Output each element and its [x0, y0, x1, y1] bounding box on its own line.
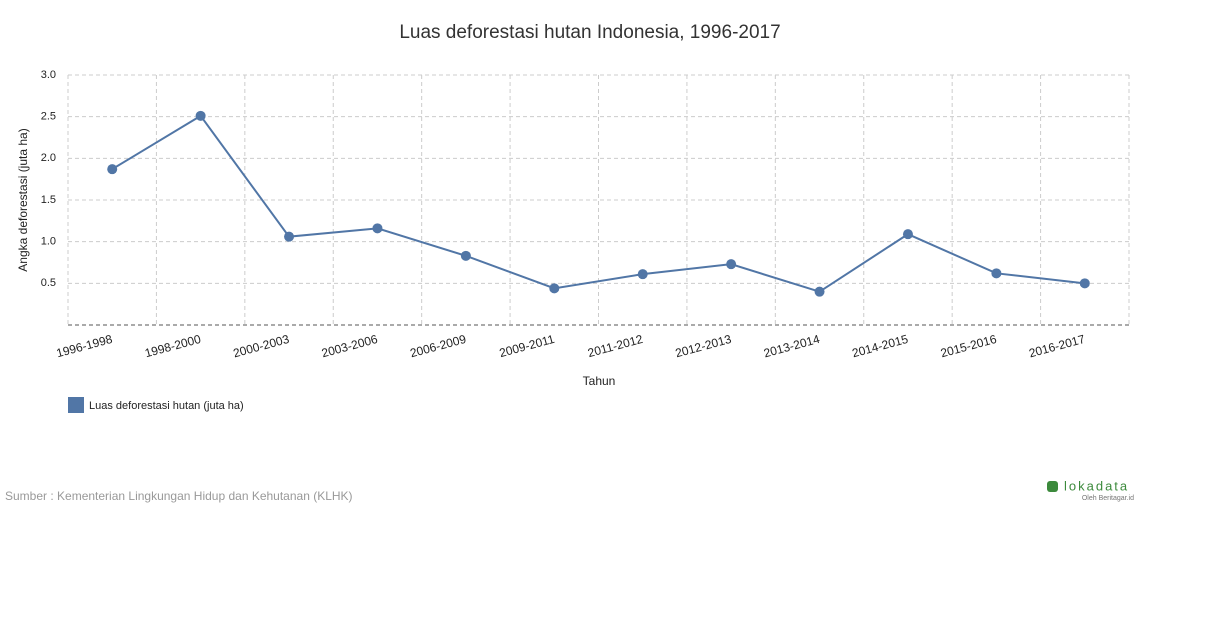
y-tick-label: 1.0	[41, 236, 56, 248]
marker	[372, 223, 383, 234]
legend-swatch	[68, 397, 84, 413]
chart-title: Luas deforestasi hutan Indonesia, 1996-2…	[399, 22, 780, 43]
marker	[1079, 278, 1090, 289]
y-tick-label: 0.5	[41, 277, 56, 289]
marker	[637, 269, 648, 280]
brand-sub: Oleh Beritagar.id	[1082, 495, 1134, 502]
y-tick-label: 1.5	[41, 194, 56, 206]
y-tick-label: 3.0	[41, 69, 56, 81]
marker	[107, 164, 118, 175]
brand-icon	[1047, 481, 1058, 492]
y-tick-label: 2.0	[41, 152, 56, 164]
marker	[814, 286, 825, 297]
marker	[902, 229, 913, 240]
marker	[726, 259, 737, 270]
marker	[460, 250, 471, 261]
legend-label: Luas deforestasi hutan (juta ha)	[89, 400, 244, 412]
line	[111, 114, 1085, 293]
marker	[284, 231, 295, 242]
marker	[549, 283, 560, 294]
marker	[195, 110, 206, 121]
x-axis-title: Tahun	[583, 374, 616, 388]
marker	[991, 268, 1002, 279]
y-tick-label: 2.5	[41, 111, 56, 123]
source: Sumber : Kementerian Lingkungan Hidup da…	[5, 489, 353, 503]
y-axis-title: Angka deforestasi (juta ha)	[16, 128, 30, 271]
brand: lokadata	[1064, 478, 1129, 493]
